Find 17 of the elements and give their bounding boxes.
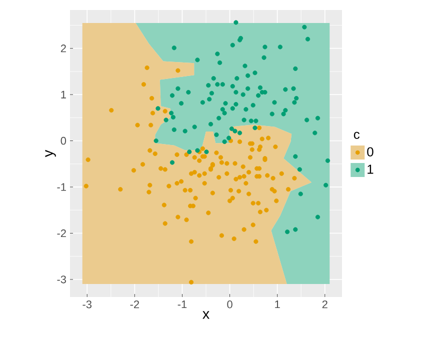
y-tick-label: 1 xyxy=(61,90,66,98)
legend-label: 0 xyxy=(367,147,374,156)
legend-title: c xyxy=(354,132,360,139)
y-tick-label: -1 xyxy=(57,183,66,191)
legend-label: 1 xyxy=(368,164,374,174)
x-tick-label: -1 xyxy=(178,300,187,308)
x-tick-label: -2 xyxy=(130,300,139,308)
x-axis-title: x xyxy=(202,311,210,319)
x-tick-label: 1 xyxy=(275,300,280,308)
y-axis-title: y xyxy=(45,150,56,158)
y-tick-label: -2 xyxy=(57,229,66,238)
y-tick-label: 2 xyxy=(60,44,66,52)
x-tick-label: 2 xyxy=(322,300,328,308)
y-tick-label: -3 xyxy=(57,276,66,284)
x-tick-label: 0 xyxy=(227,300,232,308)
x-tick-label: -3 xyxy=(82,300,92,308)
y-tick-label: 0 xyxy=(60,136,66,145)
